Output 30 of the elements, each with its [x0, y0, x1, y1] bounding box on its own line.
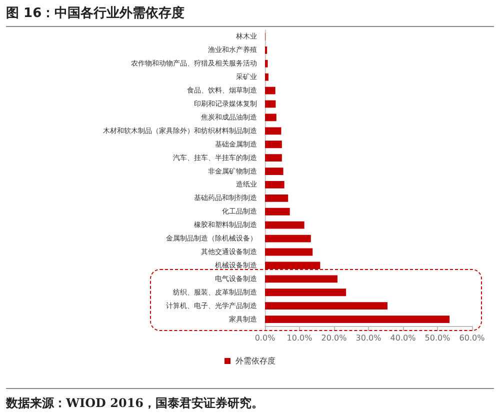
bar [265, 181, 284, 188]
bar [265, 262, 320, 270]
bar [265, 60, 268, 68]
bar [265, 302, 388, 310]
bar [265, 208, 290, 216]
text: 图 16：中国各行业外需依存度 [6, 4, 494, 27]
bar [265, 316, 450, 323]
bar [265, 288, 346, 296]
x-tick-label: 10.0% [286, 334, 313, 342]
x-tick-label: 20.0% [321, 334, 348, 342]
legend-label: 外需依存度 [236, 356, 276, 366]
bar [265, 194, 288, 202]
source-note: 数据来源：WIOD 2016，国泰君安证券研究。 [6, 388, 494, 412]
bar [265, 100, 276, 108]
bar [265, 73, 268, 81]
x-tick-label: 60.0% [459, 334, 486, 342]
bar [265, 248, 313, 256]
bar [265, 275, 338, 283]
bar [265, 168, 284, 175]
x-tick-label: 50.0% [424, 334, 451, 342]
bar [265, 221, 304, 229]
bar [265, 234, 311, 242]
x-tick-label: 0.0% [254, 334, 276, 342]
bar [265, 114, 276, 122]
x-tick-label: 40.0% [390, 334, 416, 342]
bar [265, 140, 282, 148]
bar [265, 154, 282, 162]
x-tick-label: 30.0% [356, 334, 382, 342]
bar [265, 127, 282, 135]
bar [265, 86, 276, 94]
